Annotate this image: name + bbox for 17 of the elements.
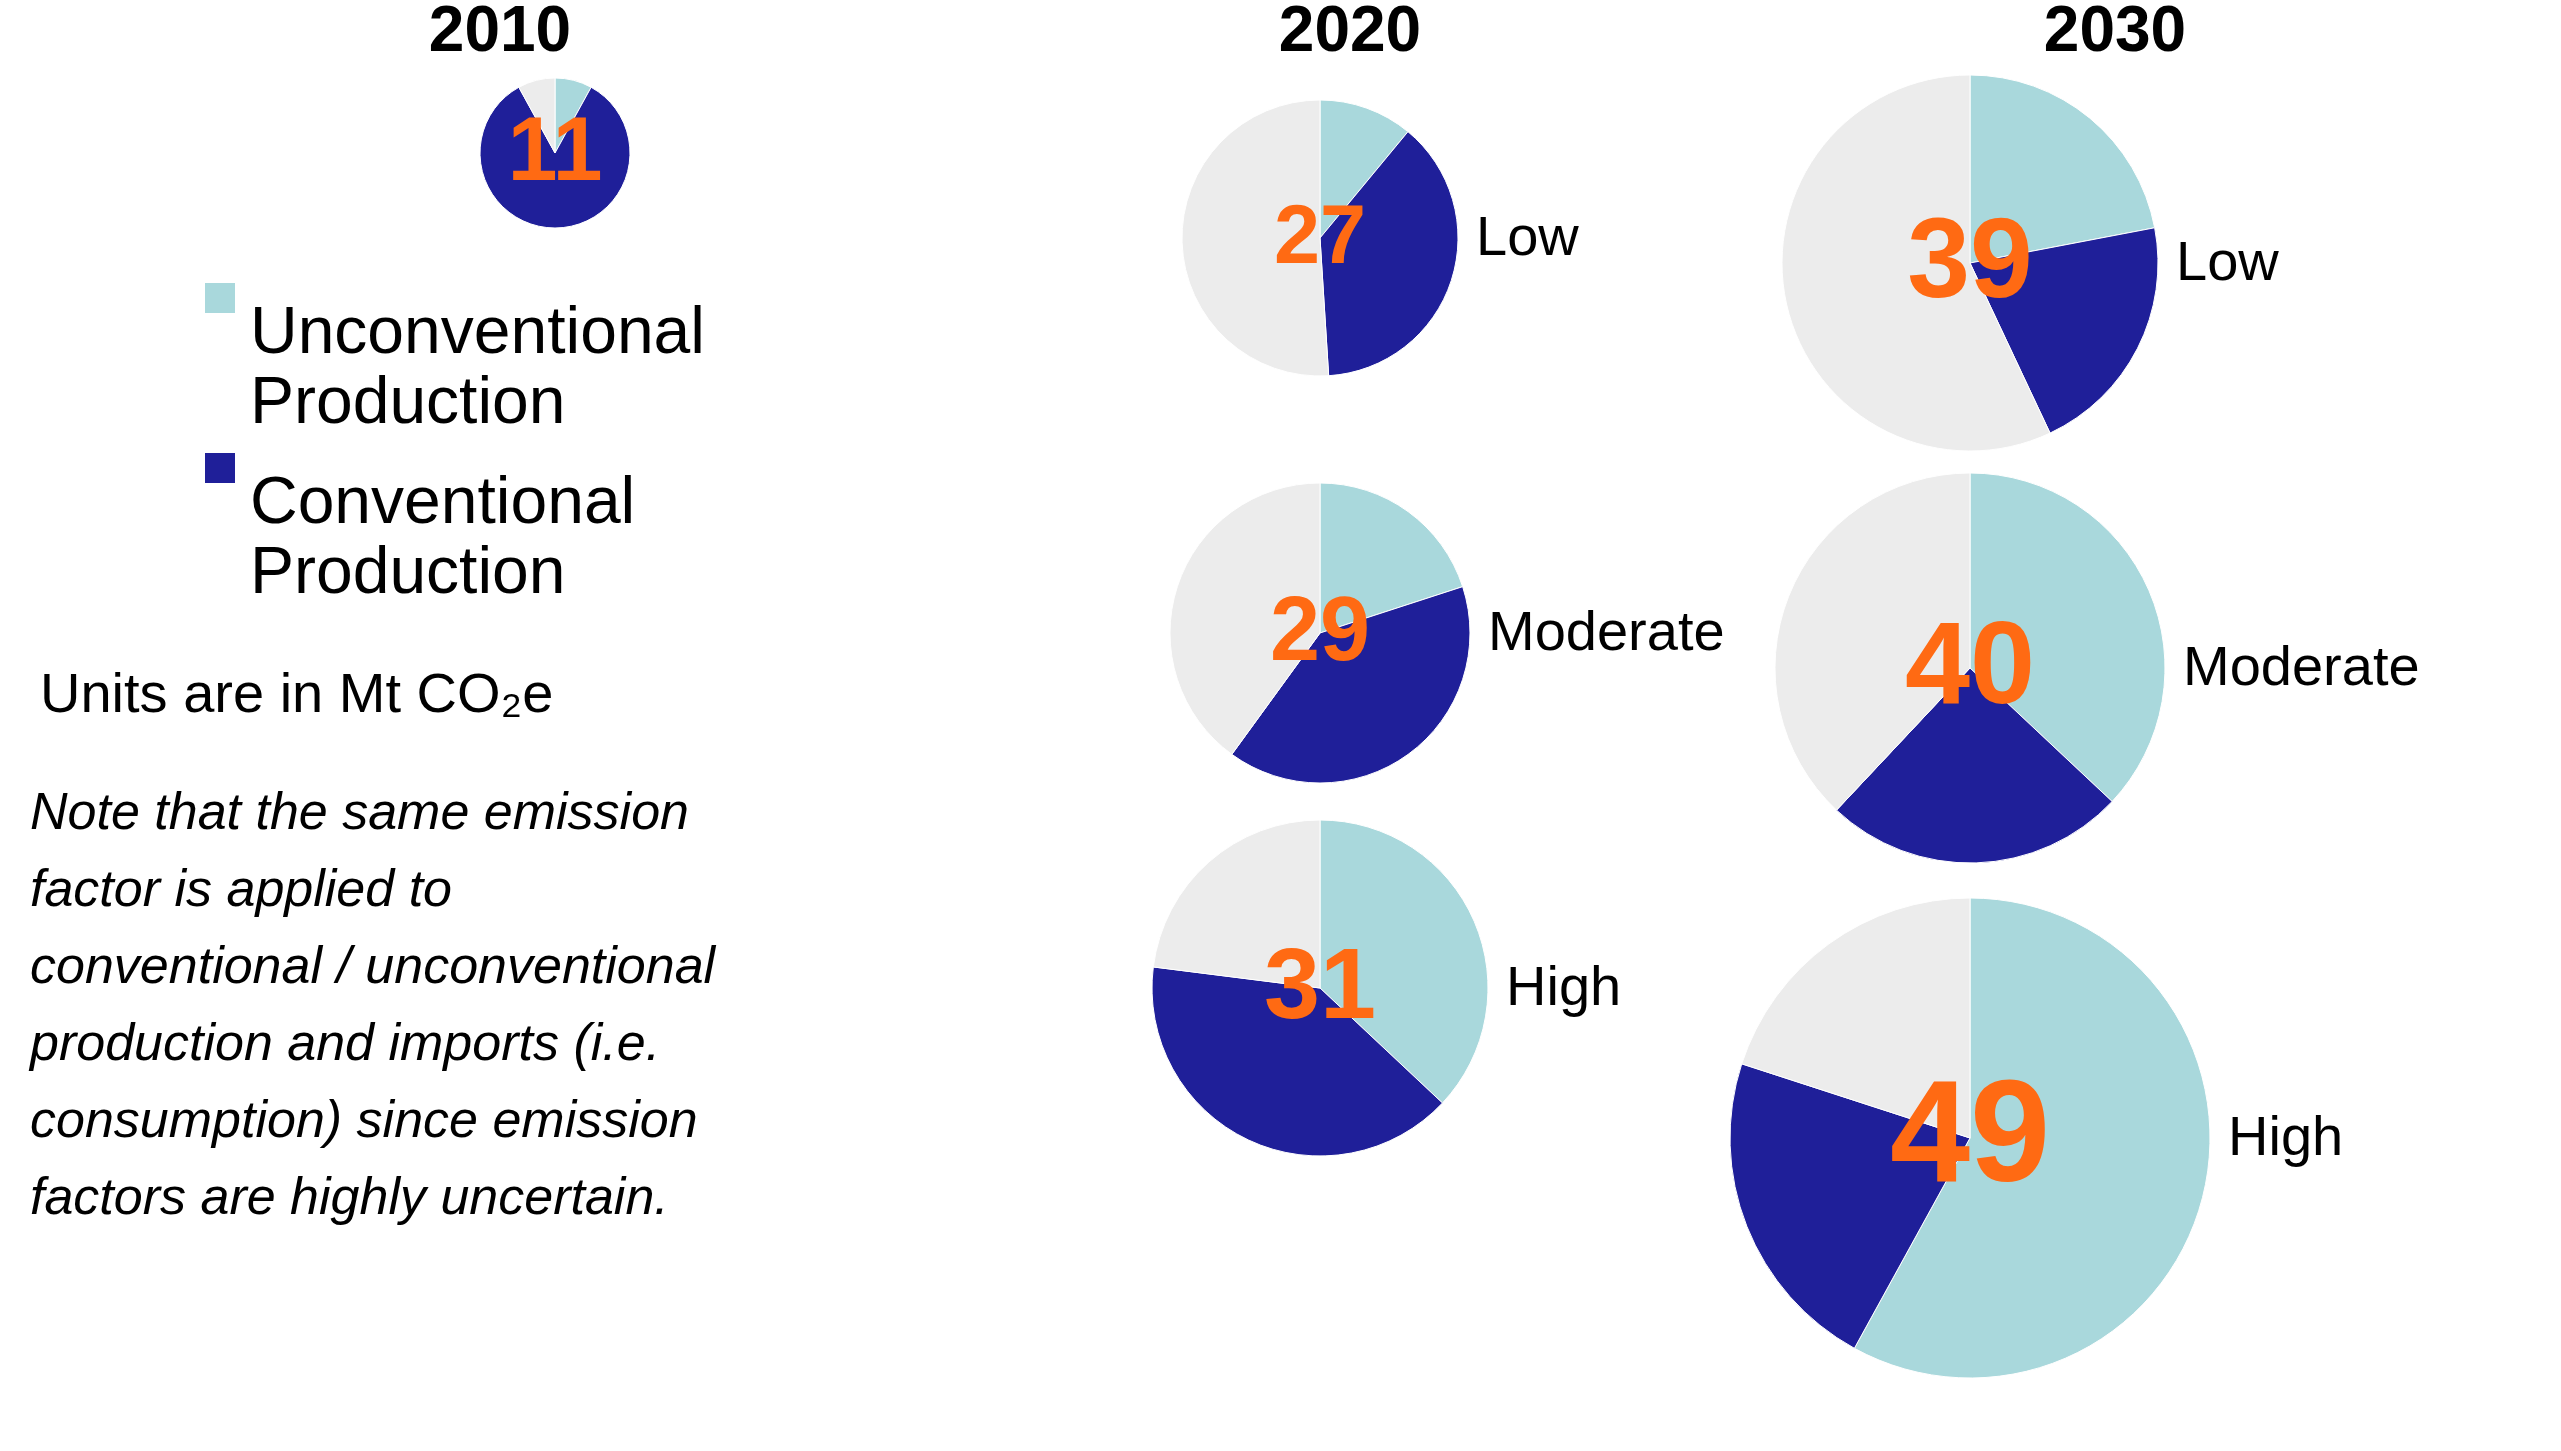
text: 11: [507, 99, 603, 199]
text: Note that the same emission factor is applied to conventional / unconventional production and imports (i.e. consumption) since emission factors are highly uncertain.: [28, 782, 717, 1225]
text: Units are in Mt CO₂e: [40, 661, 554, 724]
text: 39: [1907, 195, 2033, 321]
legend-label: Unconventional Production: [250, 293, 705, 437]
chart-title: 2030: [2043, 0, 2187, 65]
chart-title: 2010: [428, 0, 572, 65]
text: 49: [1889, 1051, 2051, 1212]
legend-label: Conventional Production: [250, 463, 636, 607]
text: Moderate: [2183, 634, 2420, 697]
text: Moderate: [1488, 599, 1725, 662]
text: Low: [2176, 229, 2280, 292]
chart-title: 2020: [1278, 0, 1422, 65]
text: High: [2228, 1104, 2344, 1167]
text: 40: [1904, 597, 2036, 728]
text: High: [1506, 954, 1622, 1017]
text: Low: [1476, 204, 1580, 267]
